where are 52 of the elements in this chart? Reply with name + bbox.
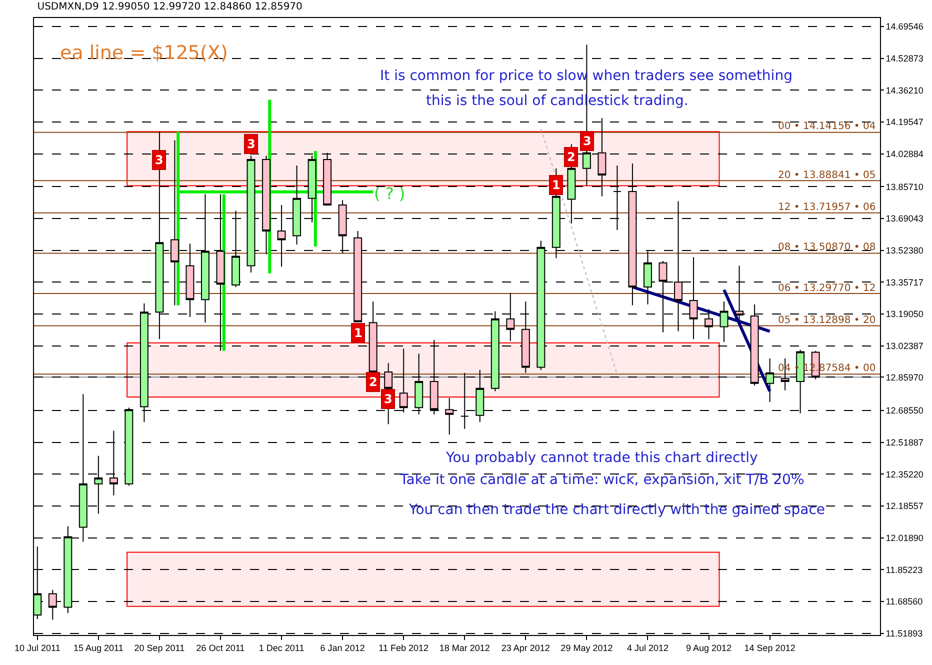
y-tick-label: 13.85710 [886, 182, 924, 192]
y-tick-label: 12.35220 [886, 469, 924, 480]
ref-line-label: 20 • 13.88841 • 05 [778, 170, 876, 181]
x-tick-label: 29 May 2012 [560, 642, 613, 653]
ref-line-label: 06 • 13.29770 • 12 [778, 283, 876, 294]
x-tick-label: 20 Sep 2011 [134, 642, 185, 653]
y-tick-label: 13.52380 [886, 245, 924, 256]
x-tick-label: 14 Sep 2012 [744, 642, 796, 653]
annotation: Take it one candle at a time: wick, expansion, xit T/B 20% [399, 472, 804, 488]
x-tick-label: 18 Mar 2012 [439, 642, 490, 653]
annotation: 1 [354, 326, 362, 340]
y-tick-label: 14.19547 [886, 117, 924, 128]
y-tick-label: 13.69043 [886, 214, 924, 224]
y-tick-label: 12.85970 [886, 372, 924, 382]
annotation: 3 [155, 153, 164, 167]
annotation: You can then trade the chart directly with the gained space [408, 502, 826, 518]
x-tick-label: 10 Jul 2011 [14, 642, 60, 653]
x-tick-label: 6 Jan 2012 [320, 642, 365, 653]
y-tick-label: 14.69546 [886, 22, 924, 32]
ref-line-label: 00 • 14.14156 • 04 [778, 121, 876, 132]
annotation: 3 [583, 134, 592, 148]
y-tick-label: 14.02884 [886, 149, 924, 159]
x-tick-label: 15 Aug 2011 [73, 642, 124, 653]
y-tick-label: 14.52873 [886, 54, 924, 64]
y-tick-label: 11.51893 [886, 628, 923, 638]
y-tick-label: 13.35717 [886, 277, 924, 288]
annotation: ( ? ) [374, 184, 406, 203]
annotation: 3 [247, 137, 256, 151]
y-tick-label: 11.85223 [886, 564, 923, 575]
y-tick-label: 12.51887 [886, 437, 924, 448]
y-tick-label: 11.68560 [886, 596, 923, 607]
annotation: 3 [384, 392, 392, 406]
annotation: 1 [552, 178, 560, 192]
annotation: You probably cannot trade this chart directly [445, 450, 758, 466]
y-tick-label: 12.01890 [886, 532, 924, 543]
x-tick-label: 1 Dec 2011 [258, 642, 304, 653]
y-tick-label: 12.68550 [886, 406, 924, 416]
annotation: ea line = $125(X) [60, 42, 228, 64]
x-tick-label: 11 Feb 2012 [378, 642, 429, 653]
ref-line-label: 12 • 13.71957 • 06 [778, 202, 876, 213]
annotation: 2 [369, 375, 378, 389]
annotation: 2 [567, 150, 576, 164]
y-tick-label: 12.18557 [886, 501, 924, 512]
y-tick-label: 13.19050 [886, 309, 924, 320]
chart-title: USDMXN,D9 12.99050 12.99720 12.84860 12.85970 [37, 2, 302, 13]
ref-line-label: 05 • 13.12898 • 20 [778, 315, 876, 326]
y-tick-label: 13.02387 [886, 340, 924, 351]
x-tick-label: 4 Jul 2012 [626, 642, 669, 653]
x-tick-label: 9 Aug 2012 [686, 642, 732, 653]
y-tick-label: 14.36210 [886, 85, 924, 96]
x-tick-label: 23 Apr 2012 [501, 642, 550, 653]
x-tick-label: 26 Oct 2011 [196, 642, 245, 653]
